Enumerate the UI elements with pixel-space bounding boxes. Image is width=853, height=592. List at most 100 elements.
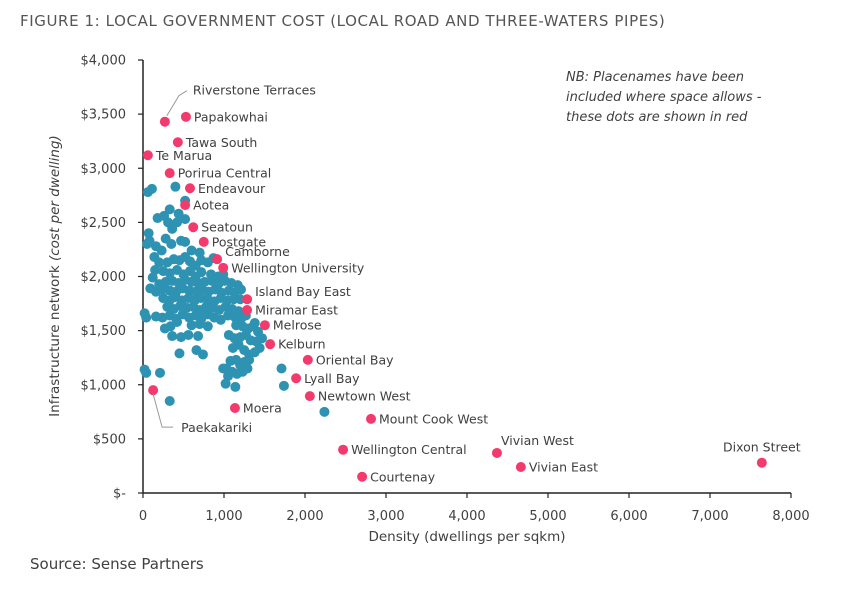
y-tick-label: $3,000: [81, 162, 127, 177]
point-label: Wellington Central: [351, 442, 467, 457]
y-tick-label: $1,500: [81, 324, 127, 339]
source-note: Source: Sense Partners: [30, 555, 204, 573]
unnamed-point: [147, 272, 158, 283]
named-point: [242, 294, 253, 305]
unnamed-point: [196, 267, 207, 278]
unnamed-point: [191, 345, 202, 356]
named-point: [188, 222, 199, 233]
named-point: [491, 447, 502, 458]
unnamed-point: [215, 314, 226, 325]
point-label: Wellington University: [231, 260, 365, 275]
axes: [138, 59, 792, 498]
named-point: [366, 413, 377, 424]
unnamed-point: [278, 380, 289, 391]
unnamed-point: [194, 319, 205, 330]
point-label: Dixon Street: [723, 440, 801, 455]
x-tick-label: 2,000: [286, 509, 323, 524]
point-label: Miramar East: [255, 303, 338, 318]
named-point: [304, 391, 315, 402]
y-tick-label: $4,000: [81, 54, 127, 69]
unnamed-point: [167, 223, 178, 234]
unnamed-point: [202, 321, 213, 332]
x-tick-label: 8,000: [772, 509, 809, 524]
point-label: Lyall Bay: [304, 371, 360, 386]
point-label: Papakowhai: [194, 109, 268, 124]
unnamed-point: [141, 312, 152, 323]
named-point: [259, 320, 270, 331]
x-tick-label: 0: [139, 509, 147, 524]
unnamed-point: [150, 265, 161, 276]
named-point: [515, 462, 526, 473]
unnamed-point: [164, 204, 175, 215]
point-label: Endeavour: [198, 181, 266, 196]
unnamed-point: [236, 312, 247, 323]
unnamed-point: [223, 371, 234, 382]
leader-line: [166, 90, 188, 116]
tick-labels: $- $500 $1,000 $1,500 $2,000 $2,500 $3,000 $3,5…: [81, 54, 810, 525]
point-label: Moera: [243, 401, 282, 416]
y-tick-label: $-: [113, 487, 126, 502]
y-tick-label: $3,500: [81, 108, 127, 123]
x-tick-label: 1,000: [205, 509, 242, 524]
named-point: [291, 373, 302, 384]
unnamed-point: [193, 331, 204, 342]
x-tick-label: 5,000: [529, 509, 566, 524]
point-label: Mount Cook West: [379, 411, 488, 426]
unnamed-point: [254, 342, 265, 353]
named-point: [229, 403, 240, 414]
point-label: Melrose: [273, 318, 322, 333]
named-point: [338, 444, 349, 455]
named-point: [265, 339, 276, 350]
point-label: Te Marua: [155, 148, 212, 163]
unnamed-point: [194, 247, 205, 258]
point-label: Island Bay East: [255, 284, 351, 299]
unnamed-point: [146, 183, 157, 194]
x-axis-title: Density (dwellings per sqkm): [368, 529, 565, 545]
unnamed-point: [319, 406, 330, 417]
point-label: Kelburn: [278, 337, 325, 352]
y-tick-label: $500: [93, 432, 126, 447]
point-labels: Riverstone Terraces Papakowhai Tawa SouthT…: [152, 83, 801, 484]
unnamed-point: [220, 378, 231, 389]
named-point: [159, 116, 170, 127]
unnamed-point: [166, 239, 177, 250]
point-label: Tawa South: [185, 135, 257, 150]
named-point: [198, 236, 209, 247]
point-label: Newtown West: [318, 389, 411, 404]
named-point: [148, 385, 159, 396]
named-point: [184, 183, 195, 194]
point-label: Porirua Central: [178, 166, 272, 181]
named-point: [357, 471, 368, 482]
named-points: [142, 111, 767, 482]
named-point: [218, 262, 229, 273]
unnamed-point: [218, 363, 229, 374]
named-point: [172, 137, 183, 148]
unnamed-point: [154, 257, 165, 268]
unnamed-point: [170, 181, 181, 192]
leader-line: [152, 394, 174, 428]
unnamed-point: [183, 329, 194, 340]
point-label: Aotea: [193, 198, 229, 213]
unnamed-point: [156, 245, 167, 256]
named-point: [180, 200, 191, 211]
point-label: Courtenay: [370, 469, 436, 484]
unnamed-point: [276, 363, 287, 374]
unnamed-point: [142, 239, 153, 250]
unnamed-point: [235, 294, 246, 305]
unnamed-point: [180, 214, 191, 225]
y-axis-title-main: Infrastructure network: [47, 261, 63, 417]
unnamed-point: [172, 316, 183, 327]
unnamed-point: [167, 331, 178, 342]
y-axis-title-italic: (cost per dwelling): [47, 135, 63, 261]
unnamed-point: [180, 236, 191, 247]
unnamed-point: [141, 367, 152, 378]
chart-note: NB: Placenames have been included where …: [566, 70, 762, 125]
x-tick-label: 7,000: [691, 509, 728, 524]
unnamed-points: [139, 181, 330, 417]
figure-title: FIGURE 1: LOCAL GOVERNMENT COST (LOCAL R…: [20, 12, 666, 30]
y-tick-label: $1,000: [81, 378, 127, 393]
named-point: [212, 254, 223, 265]
point-label: Camborne: [225, 244, 290, 259]
point-label: Seatoun: [201, 220, 253, 235]
